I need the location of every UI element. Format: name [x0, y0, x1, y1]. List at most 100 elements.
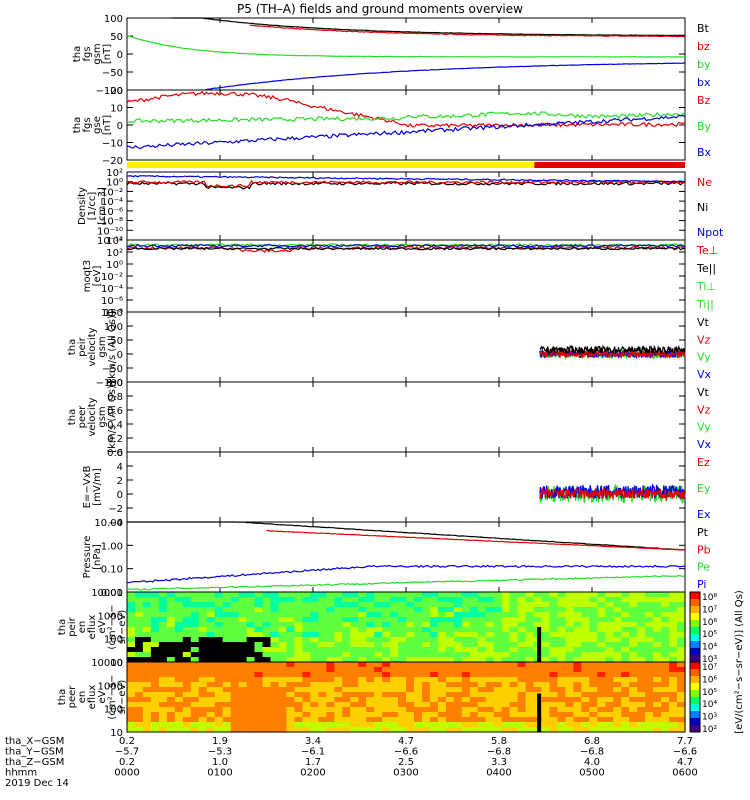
- spectrogram-cell: [382, 682, 391, 688]
- y-axis-label-line: sr−eV): [117, 610, 128, 645]
- y-axis-label-line: (cm²−s−: [107, 604, 118, 649]
- spectrogram-cell: [509, 667, 519, 673]
- spectrogram-cell: [469, 682, 479, 688]
- spectrogram-cell: [382, 637, 391, 643]
- spectrogram-cell: [342, 592, 351, 598]
- footer-row-label: tha_X−GSM: [5, 736, 64, 747]
- spectrogram-cell: [262, 617, 272, 623]
- spectrogram-cell: [653, 682, 662, 688]
- spectrogram-cell: [581, 727, 590, 733]
- spectrogram-cell: [198, 627, 208, 633]
- y-tick-label: 100: [104, 322, 123, 333]
- spectrogram-cell: [621, 717, 630, 723]
- spectrogram-cell: [382, 597, 391, 603]
- spectrogram-cell: [469, 662, 479, 668]
- spectrogram-cell: [637, 657, 646, 663]
- spectrogram-cell: [398, 687, 407, 693]
- spectrogram-cell: [469, 692, 479, 698]
- spectrogram-cell: [318, 717, 327, 723]
- spectrogram-cell: [661, 622, 670, 628]
- spectrogram-cell: [334, 667, 343, 673]
- spectrogram-cell: [437, 687, 447, 693]
- spectrogram-cell: [158, 607, 168, 613]
- y-axis-label-line: velocity: [87, 327, 98, 366]
- spectrogram-cell: [302, 592, 311, 598]
- spectrogram-cell: [493, 657, 503, 663]
- spectrogram-cell: [565, 697, 574, 703]
- spectrogram-cell: [557, 612, 567, 618]
- spectrogram-cell: [230, 682, 240, 688]
- spectrogram-cell: [150, 642, 160, 648]
- spectrogram-cell: [517, 622, 527, 628]
- spectrogram-cell: [302, 717, 311, 723]
- y-tick-label: 0: [117, 50, 123, 61]
- spectrogram-cell: [525, 662, 535, 668]
- spectrogram-cell: [374, 712, 383, 718]
- spectrogram-cell: [366, 662, 375, 668]
- spectrogram-cell: [214, 662, 224, 668]
- spectrogram-cell: [294, 612, 303, 618]
- spectrogram-cell: [597, 692, 606, 698]
- spectrogram-cell: [525, 647, 535, 653]
- spectrogram-cell: [445, 602, 455, 608]
- spectrogram-cell: [190, 667, 200, 673]
- spectrogram-cell: [477, 667, 487, 673]
- spectrogram-cell: [310, 617, 319, 623]
- spectrogram-cell: [421, 687, 431, 693]
- spectrogram-cell: [653, 597, 662, 603]
- spectrogram-cell: [278, 597, 288, 603]
- spectrogram-cell: [669, 602, 678, 608]
- spectrogram-cell: [278, 592, 288, 598]
- spectrogram-cell: [142, 682, 152, 688]
- spectrogram-cell: [334, 647, 343, 653]
- spectrogram-cell: [366, 712, 375, 718]
- spectrogram-cell: [509, 622, 519, 628]
- y-axis-label-line: eV: [97, 690, 108, 703]
- spectrogram-cell: [158, 717, 168, 723]
- spectrogram-cell: [445, 597, 455, 603]
- spectrogram-cell: [294, 702, 303, 708]
- spectrogram-cell: [605, 602, 614, 608]
- spectrogram-cell: [254, 672, 264, 678]
- spectrogram-cell: [190, 597, 200, 603]
- series-pt: [127, 521, 686, 551]
- spectrogram-cell: [414, 617, 423, 623]
- y-tick-label: 10⁻⁶: [101, 296, 123, 307]
- spectrogram-cell: [677, 722, 686, 728]
- spectrogram-cell: [158, 707, 168, 713]
- spectrogram-cell: [437, 682, 447, 688]
- spectrogram-cell: [461, 642, 471, 648]
- spectrogram-cell: [621, 637, 630, 643]
- spectrogram-cell: [421, 662, 431, 668]
- spectrogram-cell: [453, 637, 463, 643]
- spectrogram-cell: [565, 642, 574, 648]
- spectrogram-cell: [294, 627, 303, 633]
- spectrogram-cell: [414, 632, 423, 638]
- spectrogram-cell: [382, 647, 391, 653]
- spectrogram-cell: [174, 682, 184, 688]
- spectrogram-cell: [605, 632, 614, 638]
- spectrogram-cell: [653, 647, 662, 653]
- spectrogram-cell: [421, 637, 431, 643]
- spectrogram-cell: [318, 657, 327, 663]
- spectrogram-cell: [414, 722, 423, 728]
- spectrogram-cell: [358, 662, 367, 668]
- spectrogram-cell: [230, 652, 240, 658]
- spectrogram-cell: [246, 592, 256, 598]
- spectrogram-cell: [262, 657, 272, 663]
- spectrogram-cell: [398, 652, 407, 658]
- spectrogram-cell: [262, 672, 272, 678]
- spectrogram-cell: [637, 672, 646, 678]
- spectrogram-cell: [445, 712, 455, 718]
- spectrogram-cell: [469, 667, 479, 673]
- spectrogram-cell: [374, 677, 383, 683]
- spectrogram-cell: [509, 677, 519, 683]
- spectrogram-cell: [158, 652, 168, 658]
- spectrogram-cell: [278, 702, 288, 708]
- spectrogram-cell: [158, 702, 168, 708]
- series-vz: [539, 348, 686, 360]
- spectrogram-cell: [222, 612, 232, 618]
- spectrogram-cell: [150, 617, 160, 623]
- spectrogram-cell: [469, 627, 479, 633]
- spectrogram-cell: [382, 692, 391, 698]
